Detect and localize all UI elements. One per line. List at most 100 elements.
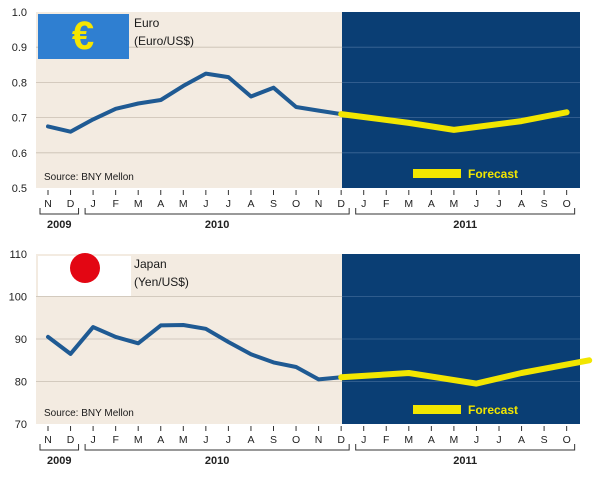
x-tick-label: M: [404, 198, 413, 210]
year-bracket: [39, 444, 80, 451]
x-tick-label: M: [179, 434, 188, 446]
y-tick-label: 110: [9, 249, 27, 261]
year-label: 2011: [453, 455, 477, 467]
year-bracket: [355, 444, 576, 451]
x-tick-label: S: [541, 434, 548, 446]
data-point-actual: [160, 324, 162, 326]
x-tick-label: F: [383, 434, 389, 446]
x-tick-label: D: [67, 198, 75, 210]
x-tick-label: D: [337, 434, 345, 446]
x-tick-label: J: [361, 434, 366, 446]
euro-flag-icon: [38, 14, 129, 59]
y-tick-label: 90: [15, 334, 27, 346]
x-tick-label: O: [563, 434, 571, 446]
x-tick-label: M: [134, 434, 143, 446]
x-tick-label: F: [112, 434, 118, 446]
data-point-actual: [92, 118, 94, 120]
year-label: 2009: [47, 455, 71, 467]
x-tick-label: A: [247, 434, 254, 446]
year-bracket: [84, 444, 350, 451]
data-point-forecast: [566, 111, 568, 113]
x-tick-label: N: [44, 434, 52, 446]
x-tick-label: J: [90, 434, 95, 446]
x-tick-label: J: [474, 198, 479, 210]
y-tick-label: 70: [15, 419, 27, 431]
y-tick-label: 0.5: [12, 183, 27, 195]
legend-forecast-swatch: [413, 169, 461, 178]
series-line-actual: [46, 323, 344, 382]
data-point-actual: [272, 361, 275, 363]
x-tick-label: S: [541, 198, 548, 210]
y-tick-label: 1.0: [12, 7, 27, 19]
x-tick-label: A: [157, 434, 164, 446]
x-tick-label: F: [383, 198, 389, 210]
source-note: Source: BNY Mellon: [44, 172, 134, 183]
panel-japan: 70 80 90 100 110 Japan (Yen/US$) Source: BNY Me…: [9, 249, 593, 467]
data-point-forecast: [475, 383, 477, 385]
x-tick-label: J: [361, 198, 366, 210]
data-point-actual: [227, 76, 229, 78]
x-tick-label: M: [450, 434, 459, 446]
year-label: 2010: [205, 219, 229, 231]
data-point-actual: [92, 326, 94, 328]
year-bracket: [39, 208, 80, 215]
x-tick-label: J: [226, 198, 231, 210]
x-tick-label: M: [450, 198, 459, 210]
data-point-actual: [182, 324, 184, 326]
data-point-forecast: [408, 372, 410, 374]
y-tick-label: 0.9: [12, 42, 27, 54]
y-tick-label: 0.8: [12, 77, 27, 89]
data-point-actual: [205, 73, 207, 75]
data-point-actual: [137, 102, 139, 105]
x-tick-label: D: [67, 434, 75, 446]
data-point-forecast: [520, 120, 523, 122]
data-point-forecast: [520, 372, 523, 374]
series-line-actual: [46, 71, 344, 134]
y-tick-label: 0.7: [12, 113, 27, 125]
data-point-forecast: [408, 122, 410, 124]
x-tick-label: J: [90, 198, 95, 210]
data-point-actual: [227, 341, 229, 343]
data-point-actual: [69, 353, 72, 355]
year-label: 2011: [453, 219, 477, 231]
x-tick-label: J: [203, 434, 208, 446]
x-tick-label: A: [157, 198, 164, 210]
data-point-actual: [250, 95, 252, 98]
data-point-forecast: [453, 129, 455, 131]
x-tick-label: J: [203, 198, 208, 210]
data-point-actual: [47, 336, 49, 338]
x-tick-label: A: [428, 434, 435, 446]
year-bracket: [84, 208, 350, 215]
x-tick-label: M: [134, 198, 143, 210]
x-tick-label: J: [226, 434, 231, 446]
legend-forecast-label: Forecast: [468, 167, 518, 181]
x-tick-label: O: [292, 198, 300, 210]
x-tick-label: M: [404, 434, 413, 446]
legend-forecast-swatch: [413, 405, 461, 414]
japan-sun-icon: [70, 253, 100, 283]
source-note: Source: BNY Mellon: [44, 408, 134, 419]
x-tick-label: A: [518, 434, 525, 446]
data-point-actual: [182, 85, 184, 87]
legend-forecast-label: Forecast: [468, 403, 518, 417]
forecast-background: [342, 12, 580, 188]
x-tick-label: D: [337, 198, 345, 210]
x-tick-label: J: [496, 198, 501, 210]
x-tick-label: N: [315, 434, 323, 446]
x-tick-label: F: [112, 198, 118, 210]
data-point-actual: [115, 336, 117, 338]
data-point-actual: [295, 366, 297, 368]
data-point-actual: [318, 110, 320, 112]
year-label: 2009: [47, 219, 71, 231]
data-point-actual: [47, 125, 49, 127]
data-point-actual: [115, 108, 117, 110]
x-tick-label: N: [315, 198, 323, 210]
x-tick-label: J: [496, 434, 501, 446]
x-tick-label: O: [563, 198, 571, 210]
x-tick-label: S: [270, 434, 277, 446]
x-tick-label: A: [247, 198, 254, 210]
data-point-forecast: [588, 359, 590, 361]
year-bracket: [355, 208, 576, 215]
chart-title: Japan: [134, 257, 167, 271]
